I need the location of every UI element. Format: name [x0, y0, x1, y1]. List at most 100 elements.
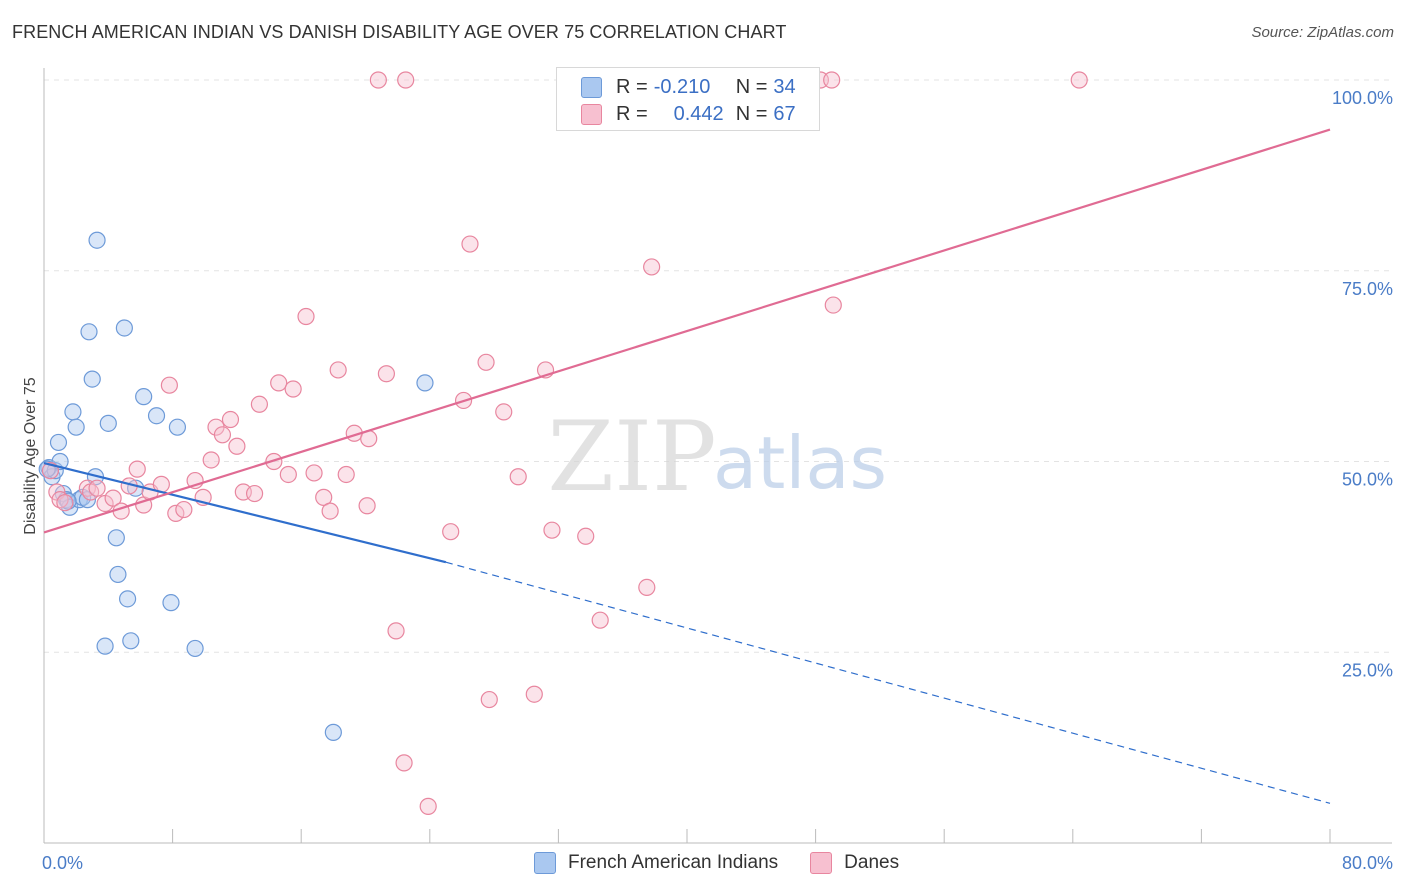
- point-french-american-indians: [118, 590, 137, 608]
- point-danes: [823, 71, 841, 89]
- point-danes: [305, 464, 323, 482]
- point-danes: [213, 426, 232, 444]
- x-tick-label: 80.0%: [1342, 853, 1393, 873]
- trend-line-extension-french-american-indians: [445, 561, 1331, 804]
- legend-row-danes: R = 0.442 N = 67: [581, 102, 796, 126]
- point-danes: [377, 365, 395, 383]
- legend-label: French American Indians: [568, 852, 779, 873]
- point-french-american-indians: [96, 637, 114, 655]
- y-axis-title: Disability Age Over 75: [22, 377, 39, 535]
- point-french-american-indians: [162, 594, 180, 612]
- point-danes: [419, 797, 437, 815]
- point-danes: [284, 380, 302, 398]
- point-danes: [228, 437, 246, 455]
- point-french-american-indians: [135, 388, 153, 406]
- trend-line-danes: [43, 128, 1331, 534]
- point-french-american-indians: [168, 418, 187, 436]
- point-french-american-indians: [416, 374, 434, 392]
- point-danes: [297, 307, 315, 326]
- point-danes: [104, 489, 122, 507]
- point-danes: [88, 479, 106, 497]
- trend-line-french-american-indians: [43, 461, 447, 564]
- point-danes: [387, 622, 405, 640]
- point-danes: [461, 235, 479, 253]
- y-tick-label: 75.0%: [1342, 279, 1393, 299]
- point-danes: [202, 451, 220, 469]
- point-french-american-indians: [67, 418, 85, 436]
- legend-swatch-pink: [810, 852, 833, 874]
- point-danes: [315, 488, 333, 506]
- legend-n-label: N =: [735, 75, 768, 98]
- watermark: ZIP atlas: [547, 401, 887, 513]
- legend-r-label: R =: [616, 102, 648, 125]
- chart-title: FRENCH AMERICAN INDIAN VS DANISH DISABIL…: [12, 22, 787, 42]
- legend-n-label: N =: [735, 102, 768, 125]
- y-tick-label: 100.0%: [1332, 88, 1393, 108]
- point-danes: [543, 521, 561, 539]
- point-danes: [250, 395, 269, 413]
- legend-swatch-blue: [534, 852, 556, 874]
- point-danes: [591, 611, 609, 629]
- legend-r-value: 0.442: [673, 102, 724, 125]
- point-danes: [175, 500, 193, 519]
- legend-item-french-american-indians: French American Indians: [534, 852, 778, 874]
- point-danes: [245, 484, 264, 503]
- point-french-american-indians: [49, 433, 68, 452]
- point-danes: [358, 497, 376, 515]
- legend-r-label: R =: [616, 75, 648, 98]
- point-french-american-indians: [80, 323, 98, 341]
- point-danes: [477, 353, 495, 371]
- point-danes: [51, 491, 69, 509]
- point-french-american-indians: [64, 403, 82, 421]
- point-danes: [167, 504, 185, 522]
- watermark-zip: ZIP: [547, 401, 716, 513]
- legend-r-value: -0.210: [653, 75, 711, 98]
- y-tick-label: 25.0%: [1342, 660, 1393, 680]
- point-french-american-indians: [147, 407, 166, 425]
- point-danes: [395, 754, 413, 772]
- point-danes: [824, 296, 842, 314]
- axis-labels: Disability Age Over 75 100.0% 75.0% 50.0% 2…: [22, 88, 1393, 873]
- point-danes: [638, 578, 656, 596]
- point-danes: [221, 410, 240, 429]
- legend-item-danes: Danes: [810, 852, 899, 874]
- point-danes: [160, 376, 178, 394]
- point-danes: [643, 258, 661, 276]
- legend-swatch-pink: [581, 103, 602, 125]
- point-danes: [397, 71, 415, 89]
- point-danes: [337, 465, 355, 484]
- point-danes: [480, 690, 498, 709]
- correlation-legend: R = -0.210 N = 34 R = 0.442 N = 67: [556, 67, 820, 131]
- point-french-american-indians: [122, 632, 140, 650]
- point-danes: [525, 685, 543, 703]
- point-danes: [1070, 71, 1088, 89]
- trend-lines: [43, 128, 1331, 804]
- legend-row-french-american-indians: R = -0.210 N = 34: [581, 75, 796, 99]
- point-danes: [321, 502, 339, 520]
- point-french-american-indians: [83, 370, 101, 388]
- point-danes: [442, 523, 460, 541]
- point-french-american-indians: [99, 414, 117, 432]
- point-danes: [56, 494, 74, 512]
- point-danes: [577, 527, 595, 545]
- point-french-american-indians: [115, 319, 133, 337]
- point-french-american-indians: [324, 723, 342, 741]
- watermark-atlas: atlas: [713, 421, 887, 505]
- legend-label: Danes: [844, 852, 900, 873]
- point-danes: [495, 403, 513, 421]
- y-tick-label: 50.0%: [1342, 470, 1393, 490]
- point-french-american-indians: [186, 639, 204, 658]
- point-french-american-indians: [88, 231, 106, 249]
- gridlines: [44, 79, 1392, 653]
- point-danes: [128, 460, 146, 478]
- point-danes: [509, 468, 527, 486]
- point-danes: [279, 465, 297, 484]
- axes: [43, 68, 1392, 844]
- point-french-american-indians: [109, 565, 127, 584]
- legend-swatch-blue: [581, 76, 602, 98]
- series-legend: French American Indians Danes: [534, 852, 931, 874]
- x-tick-label: 0.0%: [42, 853, 83, 873]
- point-danes: [329, 361, 347, 379]
- point-french-american-indians: [107, 529, 125, 547]
